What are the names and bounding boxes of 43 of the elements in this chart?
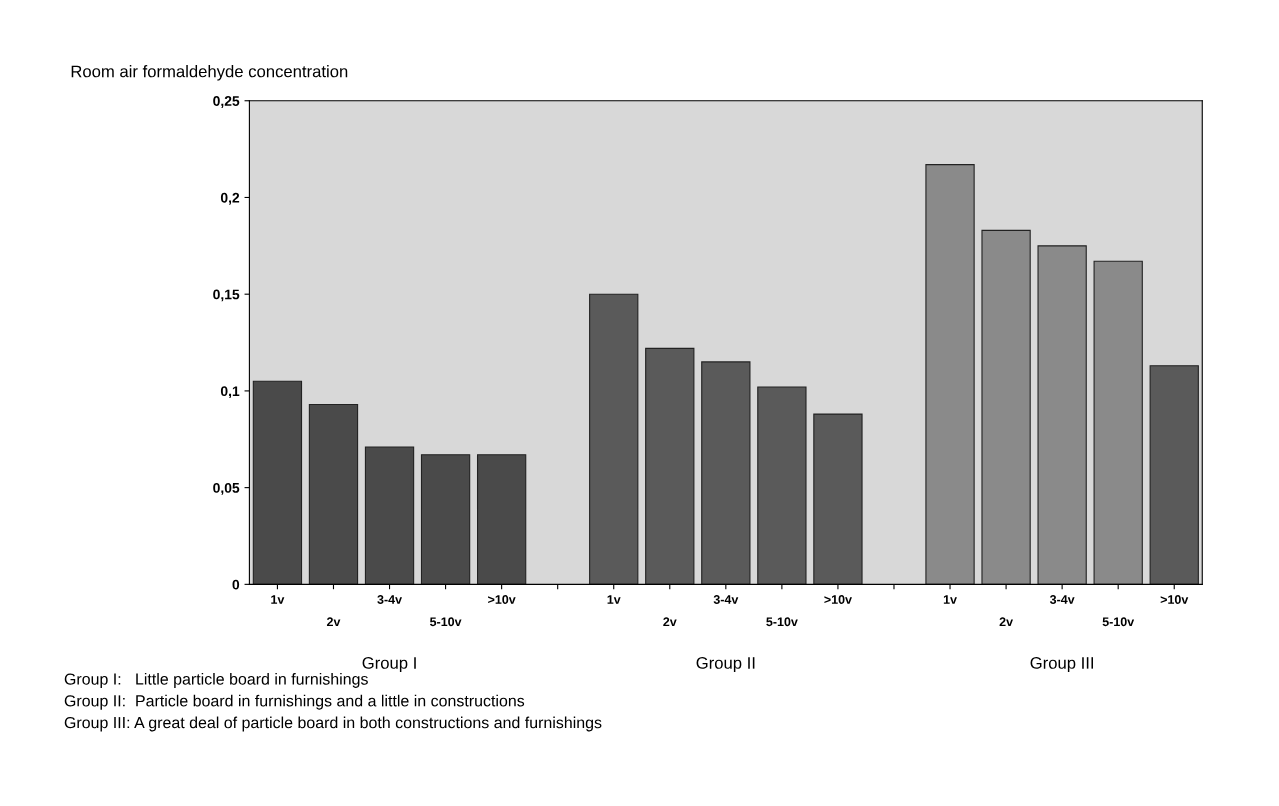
y-tick-label: 0,05 [213,482,240,495]
bar [645,347,695,585]
text: Group III: A great deal of particle board in both constructions and furnishings [64,716,602,732]
bar [757,386,807,585]
x-tick-label: 1v [943,595,957,604]
x-tick-label: >10v [488,595,516,604]
text: Group I [362,657,416,673]
y-tick-label: 0,2 [220,192,240,205]
x-tick-label: 5-10v [766,617,798,627]
bar [1037,245,1087,585]
text: Group III [1030,657,1094,673]
x-tick-label: >10v [1160,595,1189,604]
bar [701,361,751,585]
x-tick-label: 1v [271,595,285,604]
text: Group II: Particle board in furnishings and a little in constructions [64,694,525,710]
y-tick-label: 0,1 [220,386,240,399]
bar [252,380,303,585]
x-tick-label: 1v [607,595,621,604]
text: Group II [696,657,755,673]
x-tick-label: 5-10v [429,617,462,627]
y-tick-label: 0,15 [213,289,240,302]
bar [476,454,527,585]
x-tick-label: 3-4v [1049,595,1075,604]
x-tick-label: >10v [824,595,852,604]
bar [981,229,1031,585]
x-tick-label: 3-4v [377,595,402,604]
bar [925,164,975,585]
bar [589,293,639,585]
bar [1149,365,1199,585]
x-tick-label: 2v [326,617,341,627]
y-tick-label: 0 [232,579,240,590]
x-tick-label: 2v [999,617,1013,627]
chart-title: Room air formaldehyde concentration [71,65,348,81]
bar [1093,260,1143,585]
bar [308,403,359,585]
x-tick-label: 5-10v [1102,617,1135,627]
bar [813,413,863,585]
x-tick-label: 2v [663,617,677,627]
bar [364,446,415,585]
y-tick-label: 0,25 [213,96,240,108]
x-tick-label: 3-4v [713,595,739,604]
text: Group I: Little particle board in furnishings [64,673,368,688]
bar [420,454,471,585]
